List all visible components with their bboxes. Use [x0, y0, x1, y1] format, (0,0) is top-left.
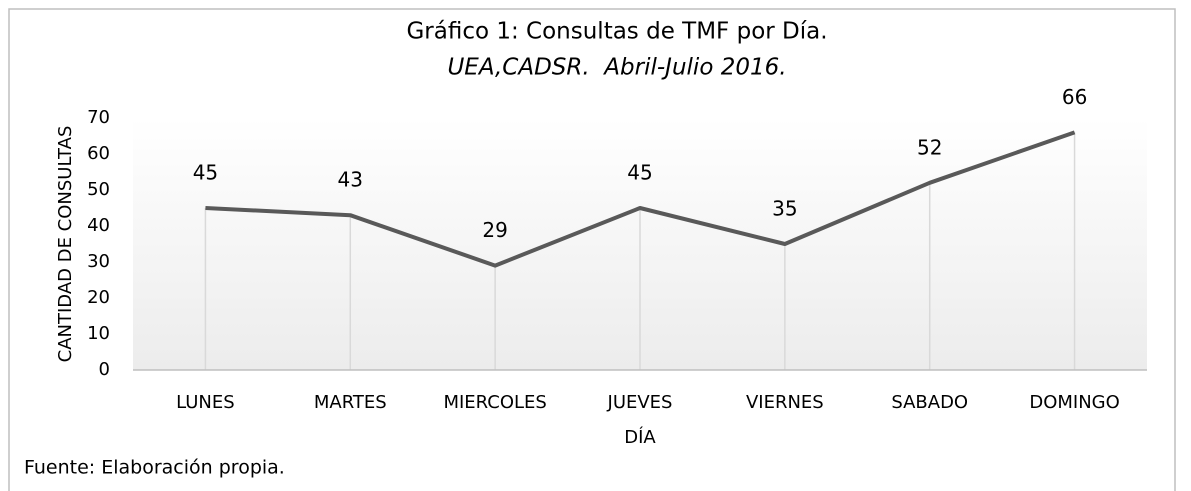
chart-subtitle: UEA,CADSR. Abril-Julio 2016.	[447, 55, 786, 81]
x-tick-label: JUEVES	[607, 392, 673, 413]
y-tick-label: 0	[99, 359, 110, 380]
y-tick-label: 20	[87, 287, 110, 308]
y-tick-label: 50	[87, 179, 110, 200]
data-label: 52	[917, 135, 942, 159]
data-label: 35	[772, 197, 797, 221]
x-tick-label: DOMINGO	[1029, 392, 1119, 413]
y-tick-label: 40	[87, 215, 110, 236]
y-axis-label: CANTIDAD DE CONSULTAS	[55, 126, 76, 363]
x-tick-label: MARTES	[314, 392, 387, 413]
data-label: 29	[482, 218, 507, 242]
y-tick-label: 60	[87, 143, 110, 164]
x-tick-label: LUNES	[176, 392, 235, 413]
x-tick-label: MIERCOLES	[443, 392, 546, 413]
x-tick-label: SABADO	[891, 392, 968, 413]
source-note: Fuente: Elaboración propia.	[24, 457, 285, 479]
y-tick-label: 30	[87, 251, 110, 272]
data-label: 45	[193, 161, 218, 185]
y-tick-label: 10	[87, 323, 110, 344]
data-line	[205, 130, 1076, 268]
chart-border	[8, 8, 1176, 491]
data-label: 43	[338, 168, 363, 192]
chart-title: Gráfico 1: Consultas de TMF por Día.	[406, 19, 827, 45]
y-tick-label: 70	[87, 107, 110, 128]
x-tick-label: VIERNES	[746, 392, 824, 413]
data-label: 66	[1062, 85, 1087, 109]
x-axis-label: DÍA	[624, 426, 656, 448]
data-label: 45	[627, 161, 652, 185]
